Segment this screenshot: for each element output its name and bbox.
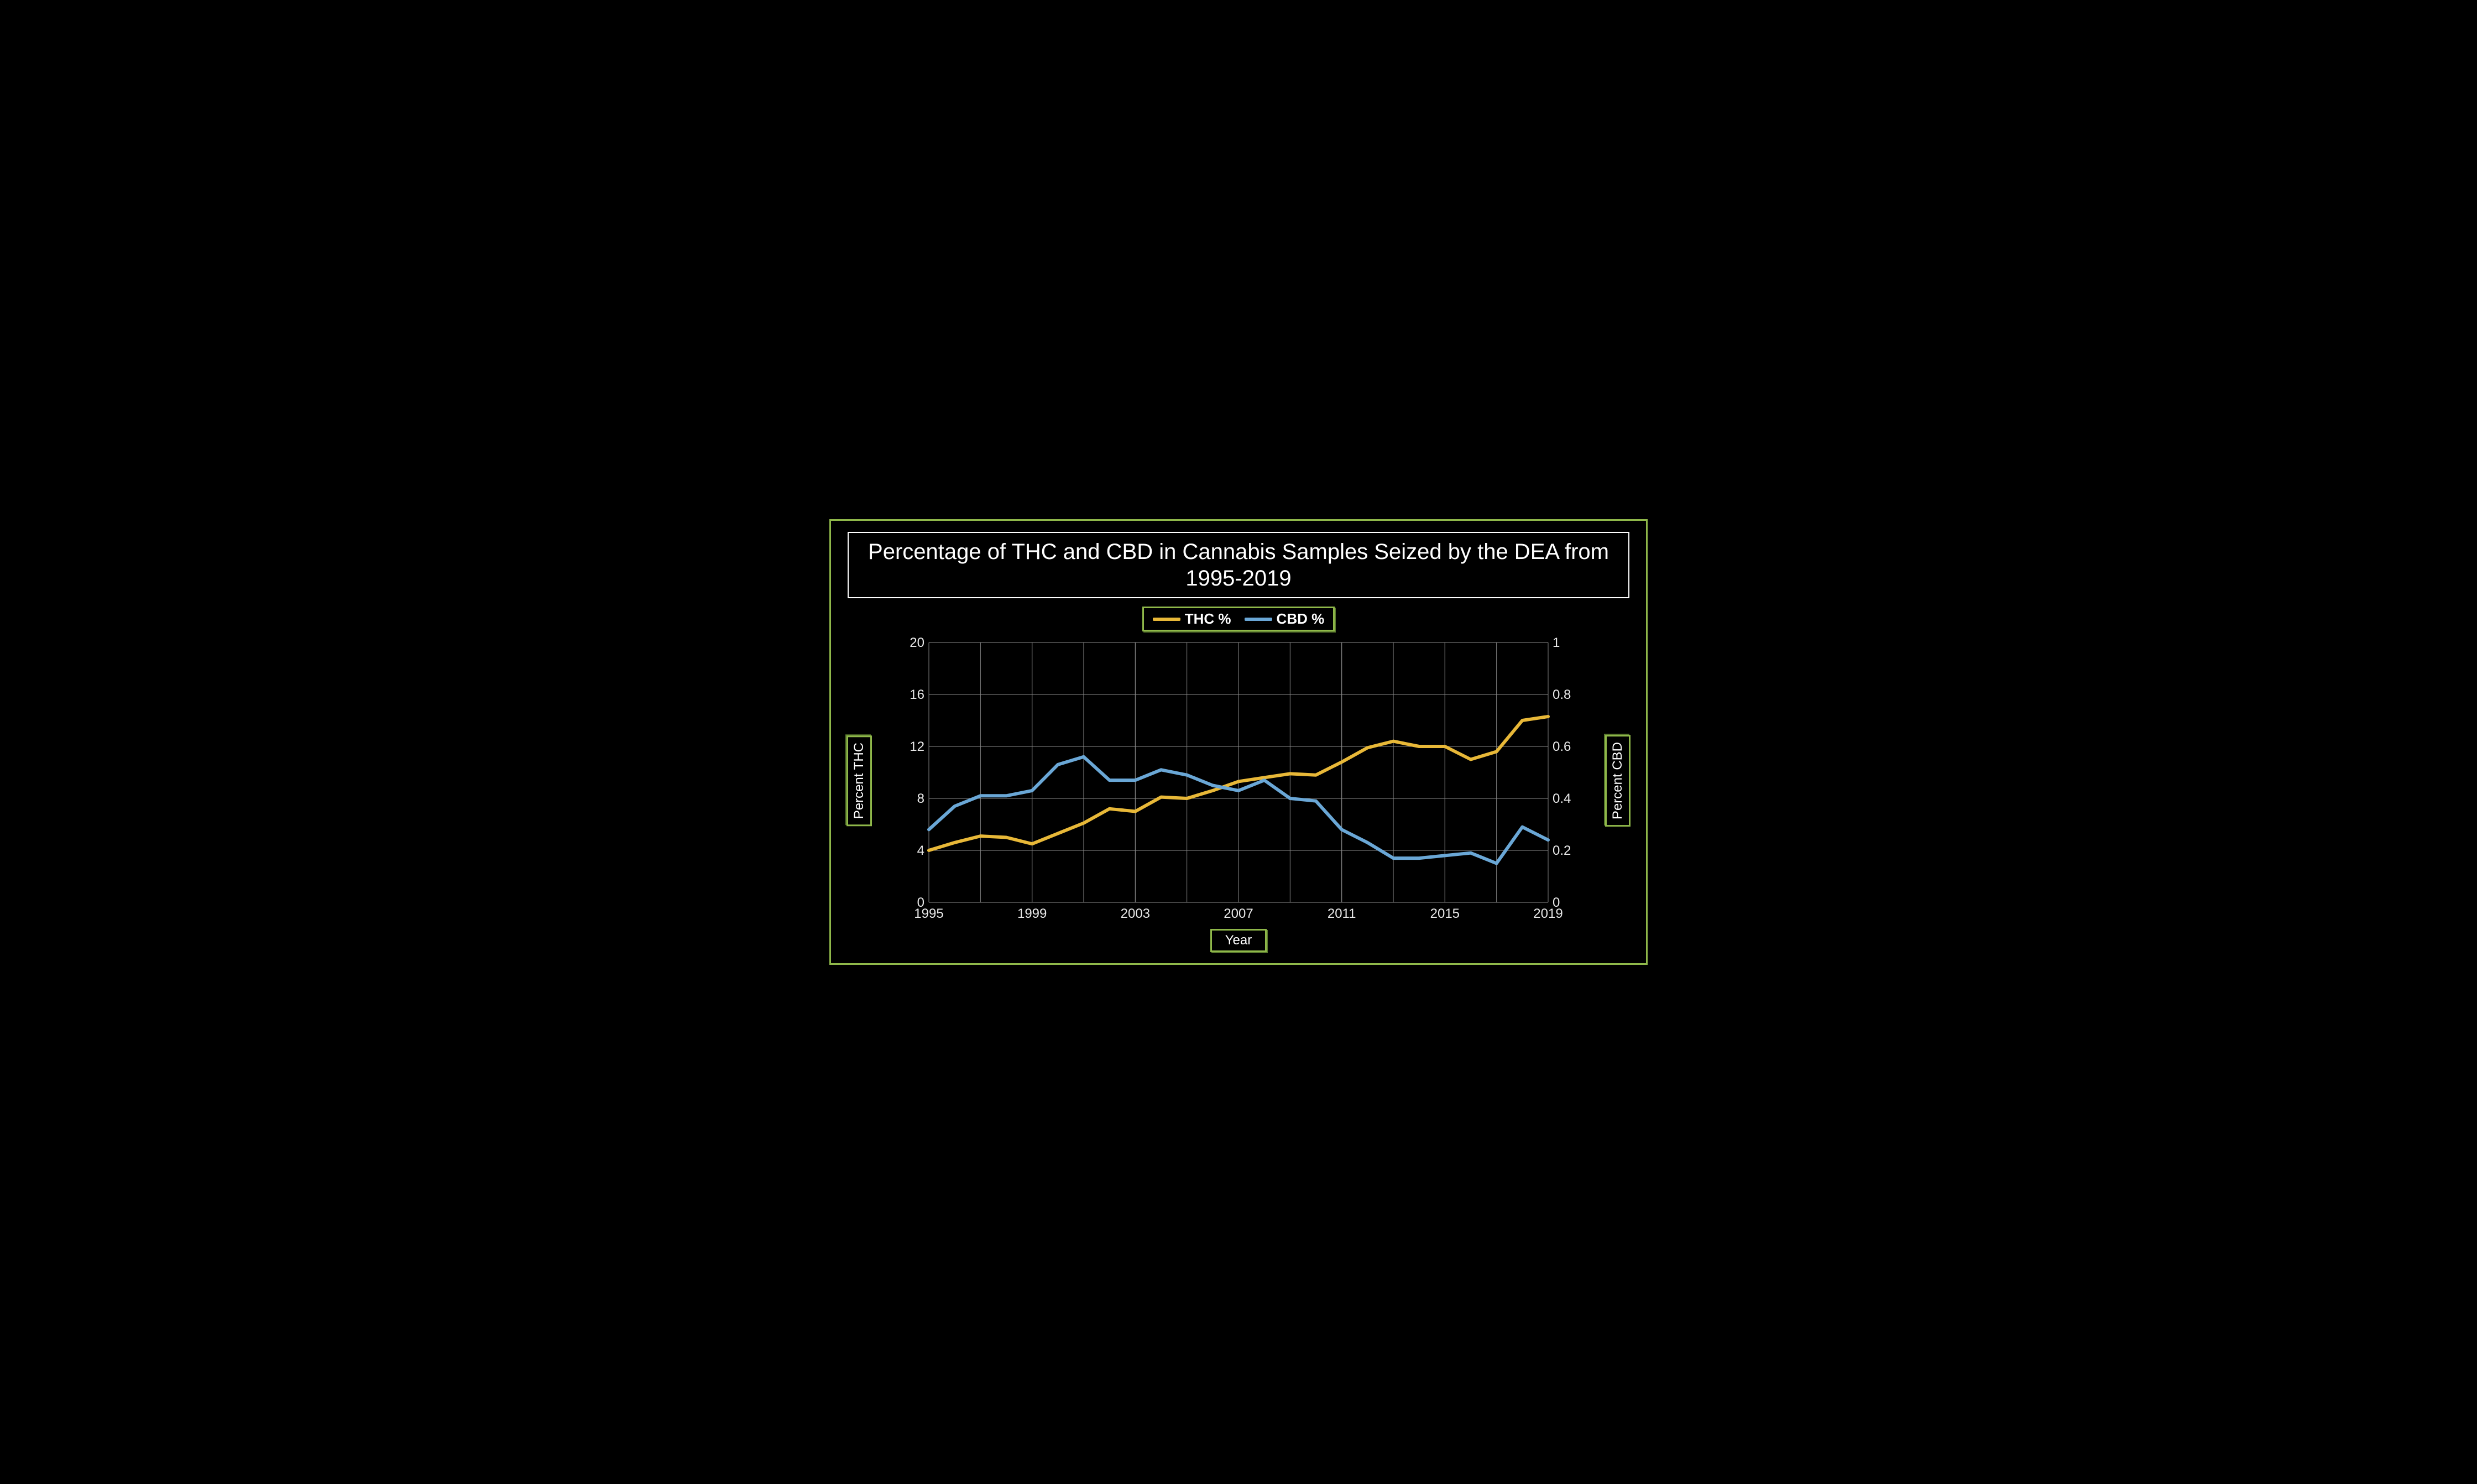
chart-svg: 04812162000.20.40.60.8119951999200320072…	[876, 637, 1601, 924]
y-left-tick: 20	[910, 637, 924, 650]
legend-label: CBD %	[1277, 610, 1325, 628]
plot-area: Percent THC 04812162000.20.40.60.8119951…	[842, 637, 1635, 924]
chart-title-box: Percentage of THC and CBD in Cannabis Sa…	[848, 532, 1629, 598]
x-tick: 2011	[1328, 906, 1356, 921]
y-right-tick: 0.4	[1553, 791, 1571, 806]
x-axis-label-wrap: Year	[842, 929, 1635, 952]
legend-swatch	[1245, 618, 1272, 621]
legend-item-0: THC %	[1153, 610, 1231, 628]
x-tick: 2007	[1224, 906, 1253, 921]
y-right-tick: 0.6	[1553, 739, 1571, 754]
y-left-tick: 12	[910, 739, 924, 754]
x-tick: 1995	[914, 906, 943, 921]
x-tick: 1999	[1017, 906, 1047, 921]
x-axis-label: Year	[1210, 929, 1267, 952]
y-right-tick: 0.2	[1553, 843, 1571, 858]
legend-swatch	[1153, 618, 1180, 621]
legend-label: THC %	[1185, 610, 1231, 628]
legend-box: THC % CBD %	[1142, 607, 1335, 631]
legend-item-1: CBD %	[1245, 610, 1325, 628]
x-tick: 2015	[1430, 906, 1460, 921]
x-tick: 2019	[1533, 906, 1563, 921]
y-right-tick: 1	[1553, 637, 1560, 650]
y-left-tick: 16	[910, 687, 924, 702]
chart-container: Percentage of THC and CBD in Cannabis Sa…	[829, 519, 1648, 965]
y-axis-left-label: Percent THC	[846, 735, 872, 826]
chart-title: Percentage of THC and CBD in Cannabis Sa…	[860, 539, 1617, 592]
legend-container: THC % CBD %	[842, 607, 1635, 631]
y-left-tick: 8	[917, 791, 924, 806]
x-tick: 2003	[1121, 906, 1150, 921]
y-axis-right-label: Percent CBD	[1605, 735, 1631, 827]
y-right-tick: 0.8	[1553, 687, 1571, 702]
y-left-tick: 4	[917, 843, 924, 858]
